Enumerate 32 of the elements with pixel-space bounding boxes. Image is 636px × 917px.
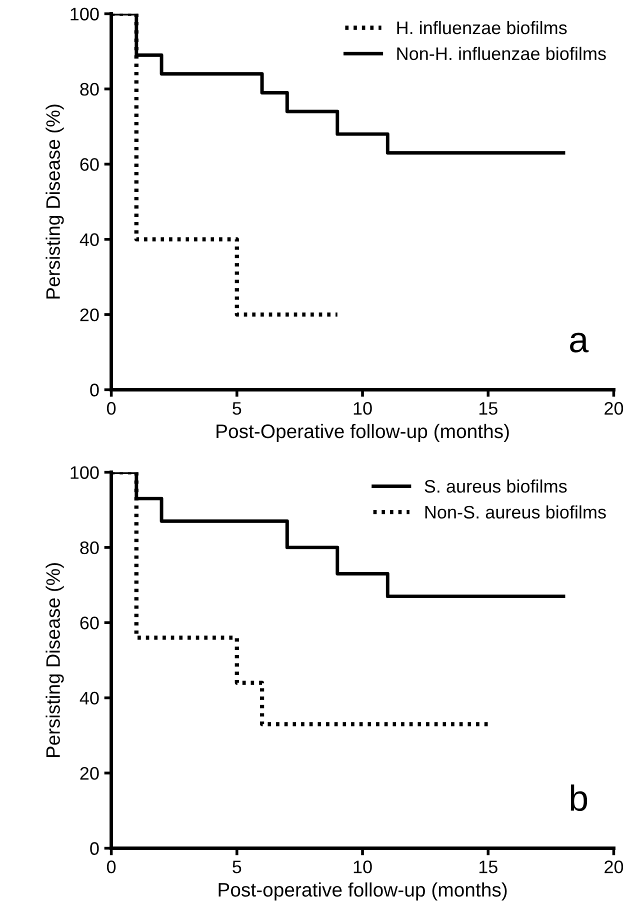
legend-label: Non-S. aureus biofilms: [425, 505, 606, 519]
y-axis-title: Persisting Disease (%): [46, 104, 64, 298]
x-tick-label: 20: [604, 402, 624, 415]
x-axis-title: Post-operative follow-up (months): [218, 882, 507, 901]
x-tick-label: 15: [479, 860, 498, 874]
y-tick-label: 20: [80, 766, 99, 780]
legend-label: Non-H. influenzae biofilms: [397, 46, 606, 60]
y-tick-label: 40: [80, 233, 99, 246]
legend-label: S. aureus biofilms: [424, 479, 567, 493]
x-tick-label: 20: [604, 860, 624, 874]
annotation: b: [570, 784, 588, 812]
y-tick-label: 60: [80, 158, 99, 171]
y-tick-label: 80: [80, 82, 99, 96]
x-tick-label: 0: [106, 860, 116, 874]
y-axis-title: Persisting Disease (%): [46, 563, 64, 757]
x-tick-label: 15: [479, 402, 498, 415]
y-tick-label: 80: [80, 541, 99, 554]
x-tick-label: 0: [106, 402, 116, 415]
y-tick-label: 100: [70, 8, 99, 20]
y-tick-label: 100: [70, 466, 99, 479]
annotation: a: [570, 332, 589, 353]
legend-label: H. influenzae biofilms: [397, 20, 567, 34]
x-tick-label: 5: [232, 860, 242, 874]
x-tick-label: 5: [232, 402, 242, 415]
x-tick-label: 10: [354, 860, 372, 874]
y-tick-label: 40: [80, 692, 99, 705]
y-tick-label: 20: [80, 308, 99, 322]
y-tick-label: 0: [90, 842, 99, 855]
y-tick-label: 0: [90, 384, 99, 396]
x-axis-title: Post-Operative follow-up (months): [216, 424, 509, 442]
x-tick-label: 10: [354, 402, 372, 415]
y-tick-label: 60: [80, 616, 99, 630]
